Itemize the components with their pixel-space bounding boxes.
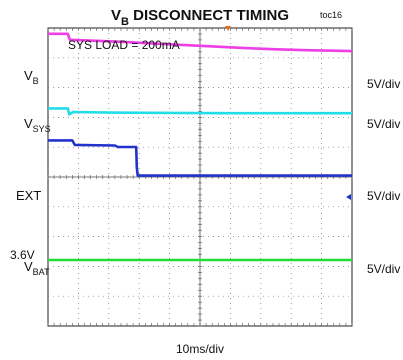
scale-label-vbat: 5V/div (367, 262, 400, 276)
chart-title: VB DISCONNECT TIMING (111, 7, 289, 28)
trace-vb (48, 32, 353, 53)
level-label-vbat: 3.6V (10, 248, 35, 262)
annotation-sys-load: SYS LOAD = 200mA (68, 38, 180, 52)
graticule (47, 26, 353, 327)
figure-id: toc16 (320, 10, 342, 20)
scale-label-ext: 5V/div (367, 189, 400, 203)
ext-level-marker (346, 194, 351, 200)
channel-label-ext: EXT (16, 188, 41, 203)
x-axis-label: 10ms/div (176, 342, 224, 356)
trigger-marker (225, 26, 231, 31)
traces (48, 32, 353, 262)
scale-label-vsys: 5V/div (367, 117, 400, 131)
channel-label-vbat: VBAT (24, 259, 50, 277)
trace-vsys (48, 107, 352, 116)
trace-ext (48, 139, 352, 177)
channel-label-vb: VB (24, 68, 39, 86)
channel-label-vsys: VSYS (24, 116, 51, 134)
scale-label-vb: 5V/div (367, 77, 400, 91)
